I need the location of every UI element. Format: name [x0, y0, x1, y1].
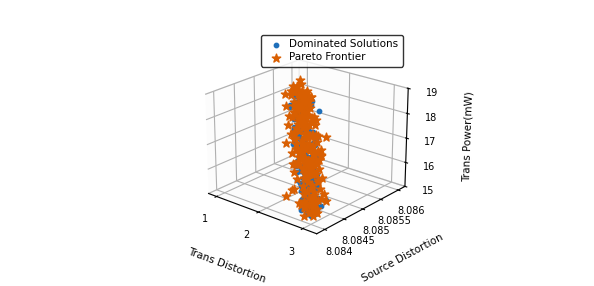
- Y-axis label: Source Distortion: Source Distortion: [361, 232, 445, 284]
- Legend: Dominated Solutions, Pareto Frontier: Dominated Solutions, Pareto Frontier: [261, 35, 403, 67]
- X-axis label: Trans Distortion: Trans Distortion: [186, 246, 267, 284]
